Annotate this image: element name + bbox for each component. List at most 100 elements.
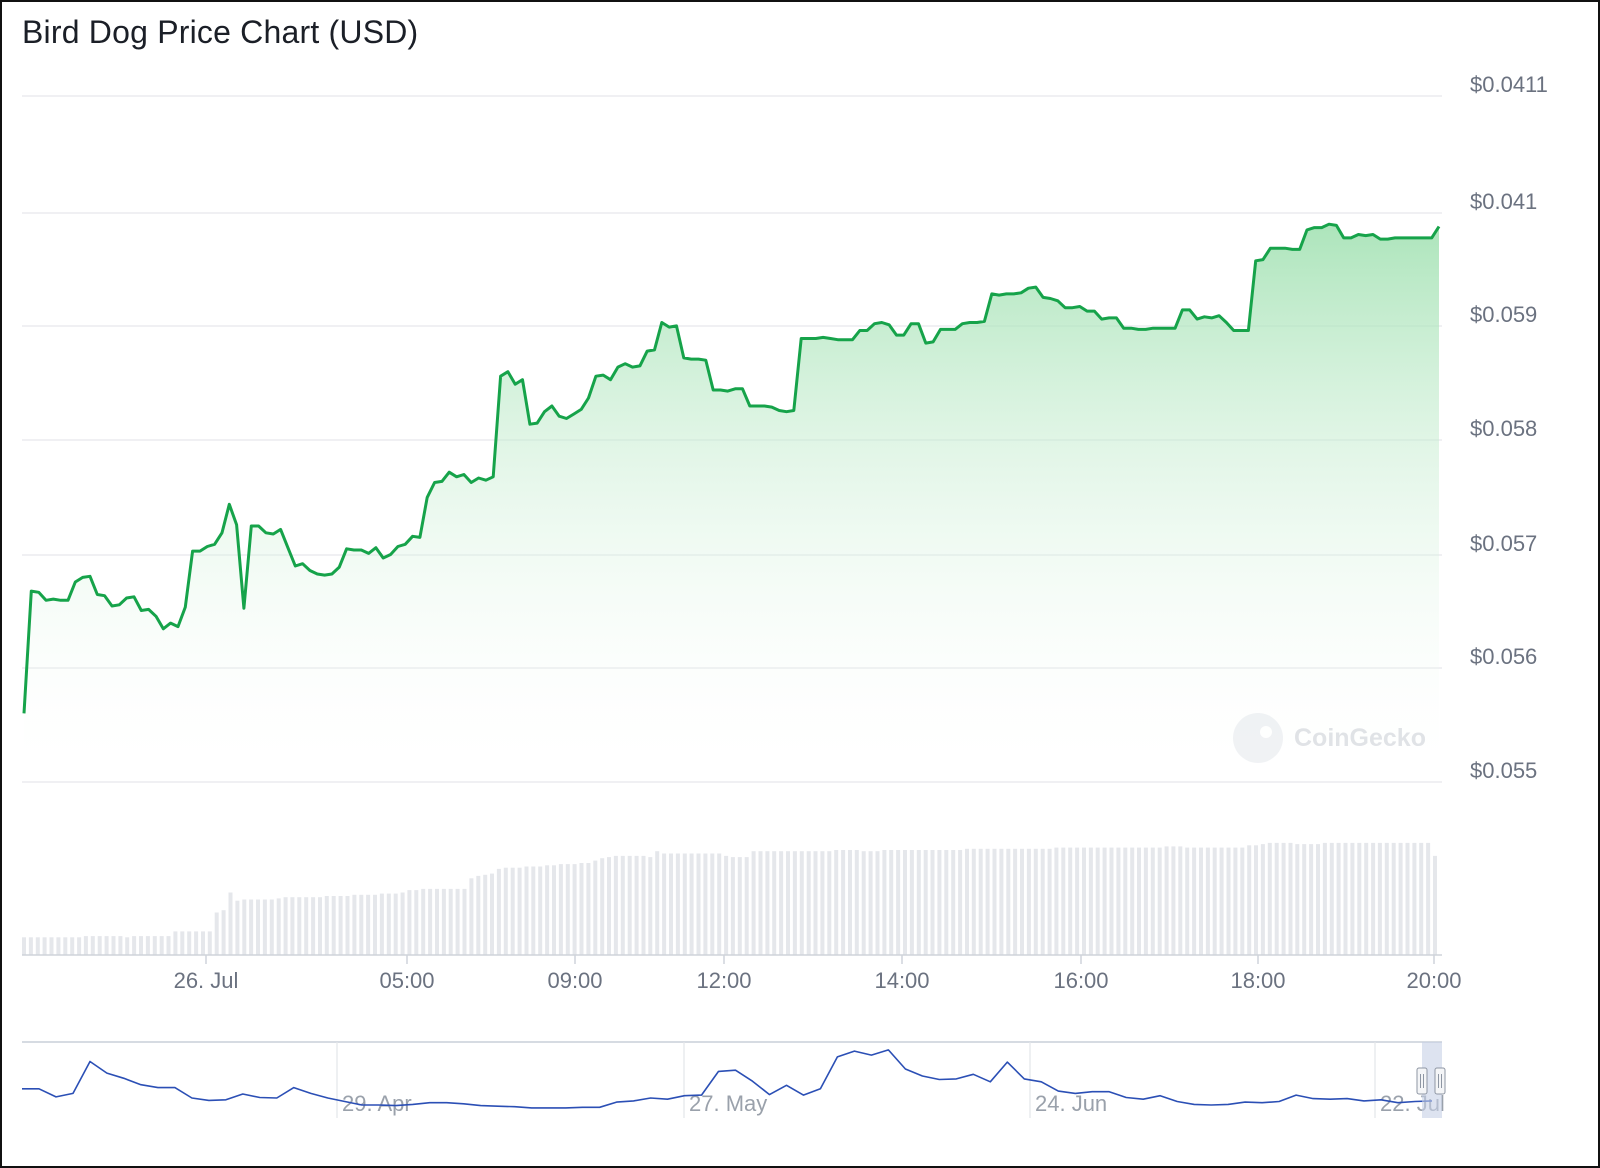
volume-bar — [985, 848, 990, 955]
volume-bar — [965, 848, 969, 955]
volume-bar — [1164, 846, 1169, 955]
volume-bar — [214, 912, 219, 955]
volume-bar — [724, 855, 729, 955]
volume-bar — [600, 858, 605, 955]
volume-bar — [903, 850, 907, 955]
volume-bar — [1274, 842, 1279, 955]
volume-bar — [366, 894, 371, 955]
volume-bar — [875, 851, 880, 955]
volume-bar — [455, 888, 460, 955]
volume-bar — [1185, 847, 1190, 955]
volume-bar — [937, 850, 942, 955]
volume-bar — [1033, 848, 1038, 955]
volume-bar — [1040, 848, 1045, 955]
volume-bar — [1433, 855, 1437, 955]
volume-bar — [689, 853, 694, 955]
y-tick-label: $0.056 — [1470, 644, 1537, 669]
volume-bar — [145, 936, 150, 955]
volume-bar — [256, 899, 260, 955]
x-tick-label: 26. Jul — [174, 968, 239, 993]
volume-bar — [978, 848, 983, 955]
volume-bar — [345, 896, 350, 955]
volume-bar — [696, 853, 701, 955]
volume-bar — [1240, 847, 1245, 955]
volume-bar — [1157, 847, 1162, 955]
navigator-left-handle[interactable] — [1416, 1067, 1428, 1095]
navigator-selection[interactable] — [1422, 1042, 1442, 1118]
volume-bar — [262, 899, 267, 955]
volume-bar — [1075, 847, 1080, 955]
volume-bar — [538, 866, 543, 955]
volume-bar — [751, 851, 756, 955]
volume-bar — [1123, 847, 1128, 955]
volume-bar — [1013, 848, 1018, 955]
volume-bar — [407, 890, 412, 955]
volume-bar — [1336, 842, 1341, 955]
navigator-right-handle[interactable] — [1434, 1067, 1446, 1095]
volume-bar — [1295, 844, 1300, 955]
volume-bar — [744, 857, 749, 955]
volume-bar — [1371, 842, 1376, 955]
volume-bar — [469, 878, 474, 955]
volume-bar — [269, 899, 274, 955]
volume-bar — [1192, 847, 1197, 955]
volume-bar — [1130, 847, 1135, 955]
volume-bar — [441, 888, 446, 955]
volume-bar — [958, 850, 963, 955]
volume-bar — [510, 867, 515, 955]
volume-bar — [359, 894, 364, 955]
volume-bar — [930, 850, 935, 955]
x-tick-label: 18:00 — [1230, 968, 1285, 993]
volume-bar — [1054, 847, 1059, 955]
volume-bar — [552, 865, 556, 955]
volume-bar — [1302, 844, 1307, 955]
volume-bar — [1322, 842, 1327, 955]
volume-bar — [648, 857, 653, 955]
handle-grip-icon — [1416, 1067, 1428, 1095]
volume-bar — [1116, 847, 1121, 955]
volume-bar — [483, 874, 488, 955]
volume-bar — [1247, 845, 1252, 955]
volume-bar — [1364, 842, 1369, 955]
volume-bar — [249, 899, 254, 955]
volume-bar — [1212, 847, 1217, 955]
volume-bar — [613, 855, 618, 955]
volume-bar — [848, 850, 852, 955]
volume-bar — [496, 868, 501, 955]
volume-bar — [1109, 847, 1114, 955]
chart-title: Bird Dog Price Chart (USD) — [22, 14, 419, 50]
volume-bar — [304, 897, 309, 955]
price-line[interactable] — [22, 222, 1441, 714]
volume-bar — [35, 937, 40, 955]
volume-bar — [1254, 845, 1258, 955]
volume-bar — [737, 857, 742, 955]
volume-bar — [1178, 846, 1183, 955]
volume-bar — [448, 888, 453, 955]
volume-bar — [1260, 844, 1265, 955]
volume-bar — [476, 875, 481, 955]
volume-bar — [1398, 842, 1403, 955]
volume-bar — [889, 850, 894, 955]
volume-bar — [565, 864, 570, 955]
x-tick-label: 20:00 — [1406, 968, 1461, 993]
volume-bar — [1357, 842, 1362, 955]
volume-bar — [1350, 842, 1355, 955]
y-tick-label: $0.055 — [1470, 758, 1537, 783]
volume-bar — [139, 936, 143, 955]
volume-bar — [641, 855, 646, 955]
volume-bar — [207, 931, 212, 955]
volume-bar — [1343, 842, 1348, 955]
volume-bar — [1006, 848, 1011, 955]
volume-bar — [951, 850, 956, 955]
x-tick-label: 16:00 — [1053, 968, 1108, 993]
volume-bar — [1267, 842, 1272, 955]
volume-bar — [63, 937, 68, 955]
volume-bar — [1061, 847, 1066, 955]
x-tick-label: 05:00 — [379, 968, 434, 993]
volume-bar — [703, 853, 708, 955]
volume-bar — [1020, 848, 1024, 955]
volume-bar — [42, 937, 47, 955]
volume-bar — [1095, 847, 1100, 955]
